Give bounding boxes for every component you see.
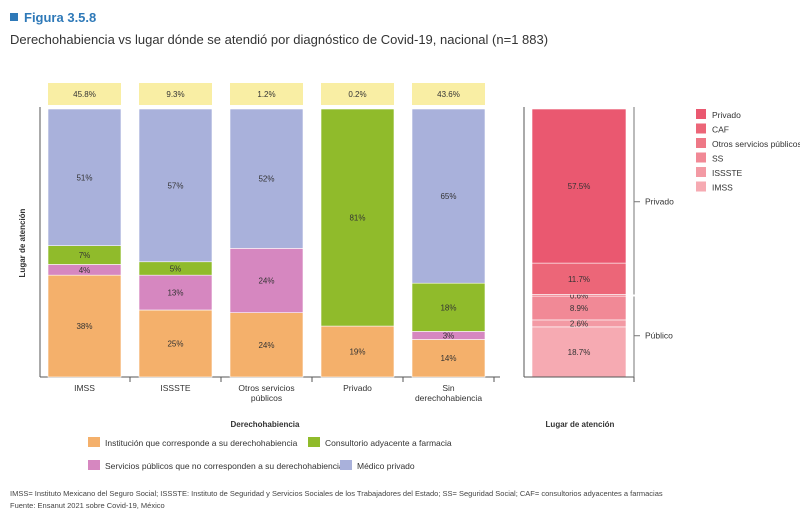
- legend-label: Consultorio adyacente a farmacia: [325, 438, 452, 448]
- x-tick-label: derechohabiencia: [415, 393, 482, 403]
- x-axis-title: Derechohabiencia: [231, 420, 300, 429]
- bar-segment: [411, 339, 486, 378]
- bar-segment: [320, 108, 395, 327]
- y-axis-title: Lugar de atención: [18, 208, 27, 277]
- legend-label: CAF: [712, 125, 729, 135]
- bar-segment: [411, 282, 486, 332]
- bar-segment: [320, 325, 395, 378]
- top-share-box: [321, 83, 394, 105]
- top-share-label: 43.6%: [437, 90, 460, 99]
- x-axis-title: Lugar de atención: [546, 420, 615, 429]
- x-tick-label: Privado: [343, 383, 372, 393]
- bar-segment: [531, 262, 627, 295]
- x-tick-label: IMSS: [74, 383, 95, 393]
- bar-value-label: 2.6%: [570, 319, 588, 328]
- bar-value-label: 11.7%: [568, 275, 590, 284]
- bar-value-label: 0.6%: [570, 291, 588, 300]
- bar-value-label: 24%: [258, 341, 274, 350]
- group-label: Privado: [645, 197, 674, 207]
- bar-value-label: 25%: [167, 340, 183, 349]
- x-tick-label: ISSSTE: [160, 383, 191, 393]
- bar-segment: [138, 274, 213, 311]
- legend-label: Servicios públicos que no corresponden a…: [105, 461, 344, 471]
- bar-value-label: 57%: [167, 181, 183, 190]
- bar-value-label: 13%: [167, 289, 183, 298]
- legend-label: Médico privado: [357, 461, 415, 471]
- group-label: Público: [645, 331, 673, 341]
- bar-value-label: 7%: [79, 251, 91, 260]
- legend-swatch: [696, 138, 706, 148]
- legend-swatch: [696, 109, 706, 119]
- legend-swatch: [88, 437, 100, 447]
- bar-segment: [229, 108, 304, 249]
- x-tick-label: Sin: [442, 383, 455, 393]
- legend-swatch: [308, 437, 320, 447]
- top-share-label: 1.2%: [257, 90, 275, 99]
- legend-label: IMSS: [712, 183, 733, 193]
- bar-segment: [229, 312, 304, 378]
- bar-value-label: 4%: [79, 266, 91, 275]
- footnote-source: Fuente: Ensanut 2021 sobre Covid-19, Méx…: [10, 501, 165, 510]
- bar-value-label: 52%: [258, 175, 274, 184]
- legend-swatch: [88, 460, 100, 470]
- bar-value-label: 5%: [170, 264, 182, 273]
- legend-swatch: [340, 460, 352, 470]
- bar-segment: [138, 108, 213, 263]
- bar-segment: [531, 108, 627, 264]
- top-share-label: 9.3%: [166, 90, 184, 99]
- top-share-label: 0.2%: [348, 90, 366, 99]
- figure-marker-icon: [10, 13, 18, 21]
- bar-value-label: 14%: [440, 354, 456, 363]
- legend-swatch: [696, 152, 706, 163]
- legend-label: Privado: [712, 110, 741, 120]
- figure-label: Figura 3.5.8: [10, 10, 96, 25]
- figure-label-text: Figura 3.5.8: [24, 10, 97, 25]
- bar-segment: [229, 248, 304, 313]
- bar-value-label: 18%: [440, 303, 456, 312]
- top-share-box: [48, 83, 121, 105]
- legend-swatch: [696, 123, 706, 134]
- top-share-label: 45.8%: [73, 90, 96, 99]
- top-share-box: [412, 83, 485, 105]
- chart-title: Derechohabiencia vs lugar dónde se atend…: [10, 32, 549, 47]
- x-tick-label: públicos: [251, 393, 282, 403]
- bar-segment: [411, 108, 486, 284]
- top-share-box: [139, 83, 212, 105]
- bar-value-label: 18.7%: [568, 348, 591, 357]
- legend-swatch: [696, 167, 706, 177]
- bar-value-label: 8.9%: [570, 304, 588, 313]
- bar-value-label: 81%: [349, 214, 365, 223]
- bar-value-label: 65%: [440, 192, 456, 201]
- bar-value-label: 3%: [443, 331, 455, 340]
- top-share-box: [230, 83, 303, 105]
- bar-value-label: 51%: [76, 173, 92, 182]
- bar-value-label: 38%: [76, 322, 92, 331]
- bar-value-label: 24%: [258, 277, 274, 286]
- x-tick-label: Otros servicios: [238, 383, 294, 393]
- legend-label: SS: [712, 154, 724, 164]
- bar-segment: [531, 326, 627, 378]
- legend-label: Institución que corresponde a su derecho…: [105, 438, 298, 448]
- bar-value-label: 57.5%: [568, 182, 591, 191]
- legend-label: ISSSTE: [712, 168, 743, 178]
- bar-segment: [47, 108, 122, 246]
- footnote-abbreviations: IMSS= Instituto Mexicano del Seguro Soci…: [10, 489, 663, 498]
- legend-swatch: [696, 181, 706, 192]
- bar-value-label: 19%: [349, 348, 365, 357]
- bar-segment: [138, 309, 213, 378]
- legend-label: Otros servicios públicos: [712, 139, 800, 149]
